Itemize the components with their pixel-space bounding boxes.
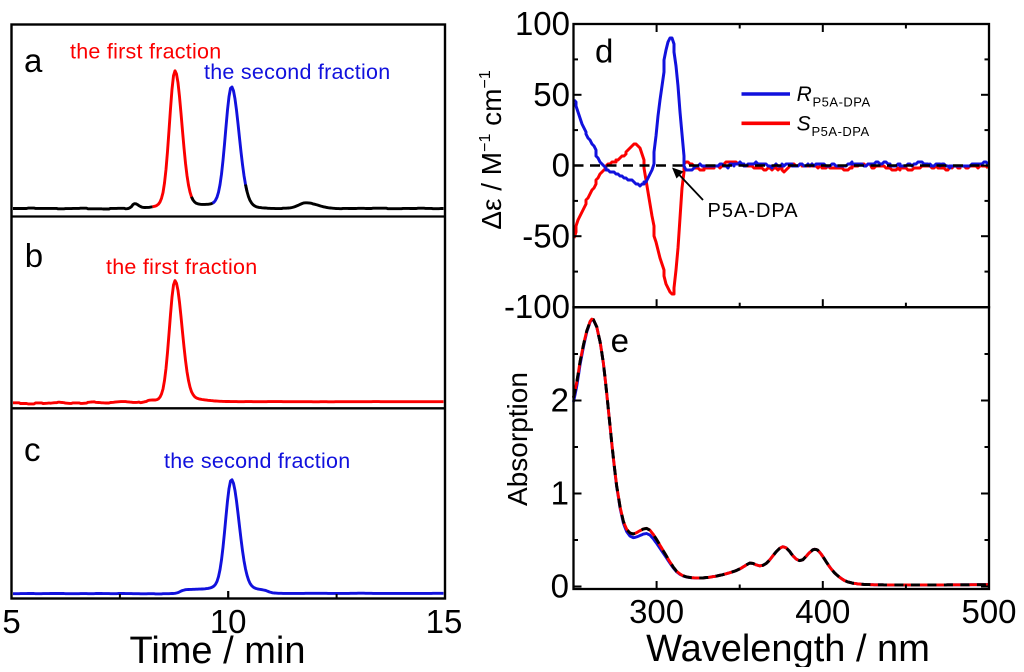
svg-text:100: 100: [515, 5, 570, 42]
svg-text:2: 2: [551, 382, 569, 419]
svg-text:500: 500: [961, 593, 1016, 630]
svg-text:300: 300: [629, 593, 684, 630]
svg-text:-100: -100: [504, 288, 570, 325]
svg-text:Absorption: Absorption: [502, 372, 533, 506]
svg-text:P5A-DPA: P5A-DPA: [812, 124, 870, 139]
svg-text:R: R: [797, 83, 812, 106]
svg-text:S: S: [797, 113, 811, 136]
svg-text:0: 0: [551, 568, 569, 605]
svg-text:a: a: [24, 42, 43, 79]
svg-text:e: e: [611, 322, 629, 359]
svg-text:1: 1: [551, 475, 569, 512]
svg-text:b: b: [25, 237, 43, 274]
svg-text:Wavelength / nm: Wavelength / nm: [646, 628, 930, 667]
svg-text:P5A-DPA: P5A-DPA: [708, 200, 799, 222]
svg-text:-50: -50: [522, 217, 570, 254]
svg-text:d: d: [595, 33, 613, 70]
svg-text:10: 10: [210, 603, 247, 640]
svg-text:the first fraction: the first fraction: [70, 40, 221, 64]
svg-text:the second fraction: the second fraction: [204, 60, 390, 84]
svg-text:P5A-DPA: P5A-DPA: [813, 95, 871, 110]
svg-text:50: 50: [533, 76, 570, 113]
svg-text:the first fraction: the first fraction: [106, 255, 257, 279]
svg-text:5: 5: [2, 603, 20, 640]
svg-text:0: 0: [552, 147, 570, 184]
svg-text:c: c: [24, 431, 41, 468]
svg-text:400: 400: [795, 593, 850, 630]
svg-text:Time / min: Time / min: [130, 630, 306, 667]
svg-text:the second fraction: the second fraction: [164, 449, 350, 473]
svg-text:15: 15: [426, 603, 463, 640]
